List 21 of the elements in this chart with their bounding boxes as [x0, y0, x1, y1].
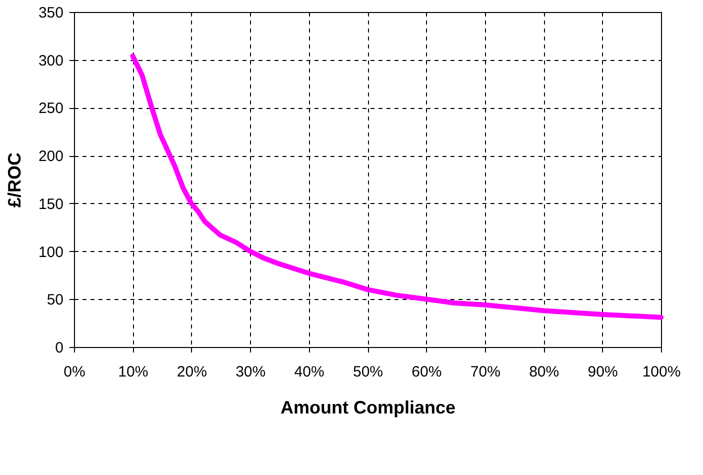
y-tick-label: 0 [55, 340, 64, 356]
y-tick-label: 100 [38, 244, 64, 261]
x-tick-label: 60% [412, 364, 442, 380]
y-tick-label: 300 [38, 52, 64, 70]
x-tick-label: 10% [118, 364, 148, 380]
y-tick-label: 150 [38, 196, 64, 213]
x-tick-label: 20% [176, 364, 207, 380]
x-tick-label: 30% [236, 364, 266, 380]
x-tick-label: 0% [64, 364, 86, 380]
y-axis-title: £/ROC [4, 152, 24, 208]
x-tick-label: 80% [529, 364, 560, 380]
y-tick-label: 200 [38, 148, 64, 166]
x-tick-label: 70% [470, 364, 500, 380]
x-tick-label: 40% [294, 364, 324, 380]
x-axis-title: Amount Compliance [280, 398, 456, 418]
x-tick-label: 100% [642, 364, 681, 380]
y-tick-label: 250 [38, 100, 64, 118]
y-tick-label: 350 [38, 4, 64, 22]
x-tick-label: 90% [588, 364, 618, 380]
y-tick-label: 50 [46, 292, 64, 309]
x-tick-label: 50% [352, 364, 384, 380]
